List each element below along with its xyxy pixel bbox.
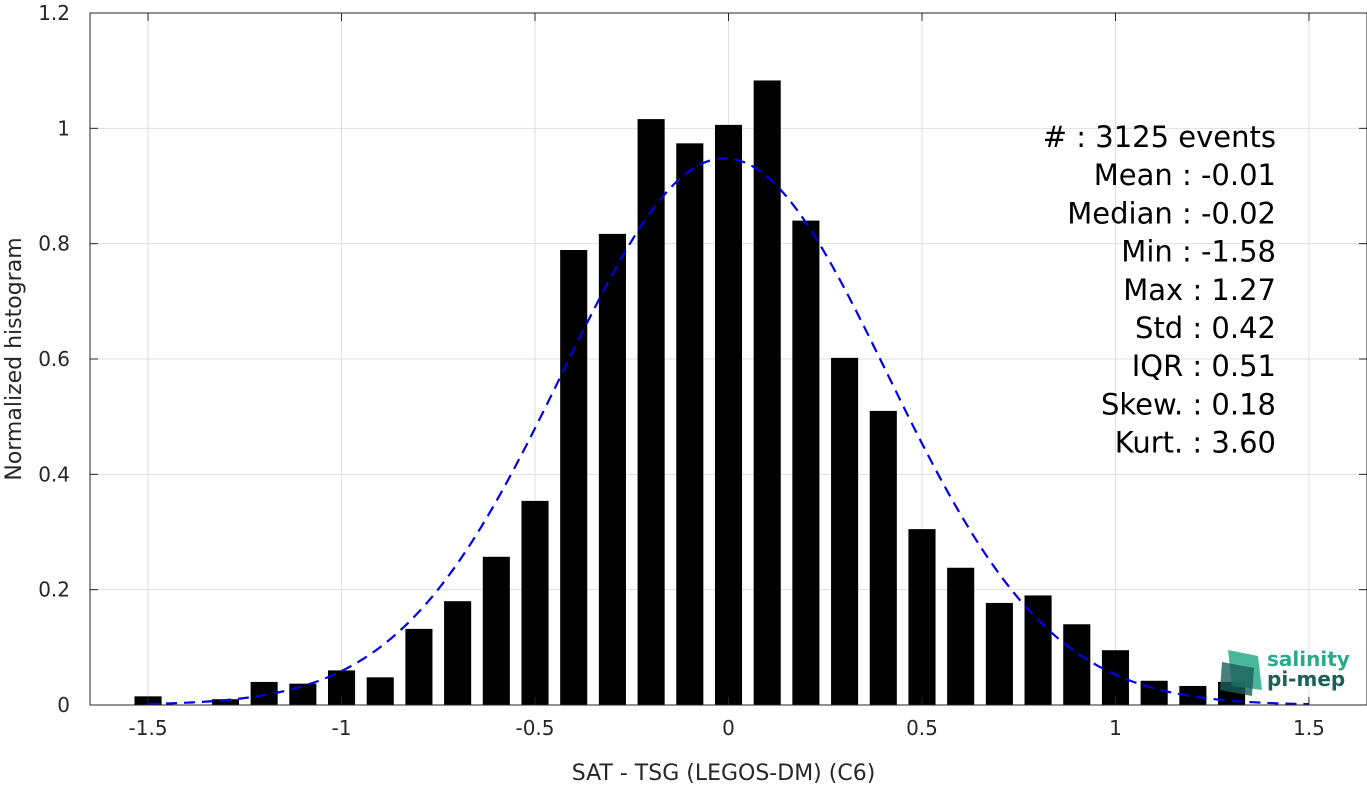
histogram-bar	[1024, 595, 1052, 705]
histogram-bar	[985, 602, 1013, 705]
x-tick-label: -0.5	[515, 716, 554, 740]
stats-line: Mean : -0.01	[1094, 158, 1276, 192]
histogram-bar	[908, 529, 936, 705]
x-tick-label: 0	[722, 716, 735, 740]
histogram-bar	[676, 143, 704, 705]
histogram-bars	[134, 80, 1246, 706]
histogram-bar	[598, 233, 626, 705]
histogram-bar	[869, 410, 897, 705]
stats-line: IQR : 0.51	[1132, 349, 1276, 383]
y-tick-label: 0.2	[38, 578, 70, 602]
x-axis-label: SAT - TSG (LEGOS-DM) (C6)	[572, 761, 876, 785]
x-axis-ticks: -1.5 -1 -0.5 0 0.5 1 1.5	[129, 13, 1325, 740]
statistics-box: # : 3125 events Mean : -0.01 Median : -0.0…	[1043, 120, 1276, 460]
histogram-bar	[521, 500, 549, 705]
histogram-bar	[1179, 685, 1207, 705]
y-tick-label: 1.2	[38, 1, 70, 25]
histogram-bar	[831, 357, 859, 705]
x-tick-label: 1.5	[1293, 716, 1325, 740]
stats-line: Skew. : 0.18	[1101, 387, 1276, 421]
normal-fit-curve	[148, 157, 1309, 706]
histogram-bar	[1101, 650, 1130, 705]
stats-line: Max : 1.27	[1123, 273, 1276, 307]
x-tick-label: 1	[1109, 716, 1122, 740]
histogram-bar	[211, 699, 239, 705]
y-tick-label: 0	[57, 693, 70, 717]
logo-wave-icon-dark	[1220, 662, 1254, 696]
y-axis-label: Normalized histogram	[2, 237, 27, 480]
histogram-bar	[1063, 624, 1091, 705]
histogram-bar	[714, 124, 743, 705]
salinity-pi-mep-logo: salinity pi-mep	[1220, 647, 1350, 696]
x-tick-label: -1	[332, 716, 352, 740]
x-tick-label: -1.5	[129, 716, 168, 740]
stats-line: # : 3125 events	[1043, 120, 1276, 154]
histogram-bar	[947, 567, 975, 705]
y-tick-label: 1	[57, 116, 70, 140]
histogram-bar	[444, 601, 472, 705]
histogram-bar	[560, 250, 588, 705]
histogram-bar	[1140, 680, 1168, 705]
histogram-bar	[250, 681, 278, 705]
stats-line: Std : 0.42	[1135, 311, 1276, 345]
y-tick-label: 0.4	[38, 462, 70, 486]
x-tick-label: 0.5	[906, 716, 938, 740]
histogram-bar	[792, 220, 820, 705]
y-tick-label: 0.6	[38, 347, 70, 371]
stats-line: Kurt. : 3.60	[1115, 426, 1276, 460]
stats-line: Median : -0.02	[1067, 196, 1276, 230]
logo-text-pi-mep: pi-mep	[1267, 667, 1345, 691]
histogram-bar	[753, 80, 781, 706]
stats-line: Min : -1.58	[1121, 235, 1276, 269]
y-axis-ticks: 0 0.2 0.4 0.6 0.8 1 1.2	[38, 1, 1367, 717]
histogram-bar	[289, 683, 317, 705]
histogram-bar	[366, 677, 394, 705]
histogram-bar	[637, 119, 665, 705]
y-tick-label: 0.8	[38, 232, 70, 256]
histogram-bar	[405, 628, 433, 705]
histogram-bar	[482, 556, 510, 705]
logo-text-salinity: salinity	[1267, 647, 1350, 671]
